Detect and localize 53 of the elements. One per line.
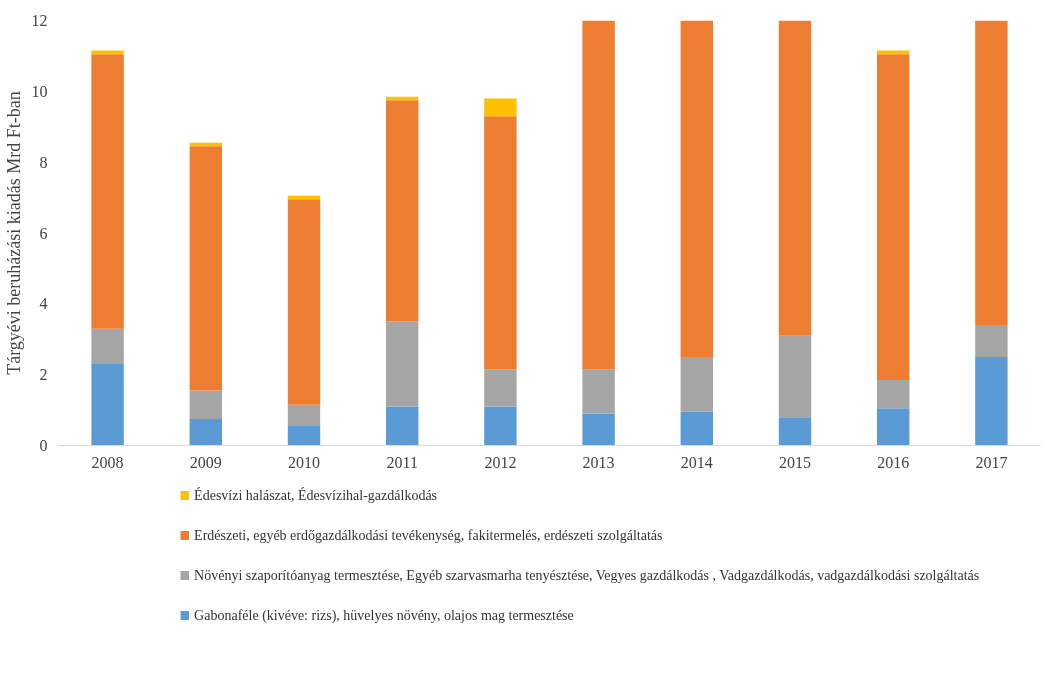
x-tick-label: 2011: [386, 453, 418, 471]
y-tick-label: 10: [31, 82, 48, 100]
y-tick-label: 0: [39, 437, 48, 454]
bar: [91, 364, 124, 446]
legend-label: Édesvízi halászat, Édesvízihal-gazdálkodás: [194, 487, 438, 503]
x-tick-label: 2008: [91, 453, 124, 471]
bar: [582, 369, 615, 414]
bar: [975, 325, 1008, 357]
legend-label: Erdészeti, egyéb erdőgazdálkodási tevékenység, fakitermelés, erdészeti szolgáltatás: [194, 528, 663, 543]
bar: [189, 418, 222, 446]
bar: [877, 379, 910, 409]
bar: [484, 406, 517, 446]
bar: [680, 356, 713, 412]
bar: [680, 20, 713, 357]
bar: [778, 335, 812, 418]
bar: [582, 413, 615, 446]
x-tick-label: 2012: [484, 453, 517, 471]
bar: [91, 328, 124, 365]
legend-label: Növényi szaporítóanyag termesztése, Egyéb szarvasmarha tenyésztése, Vegyes gazdálkodás , Vadgazdálkodás, vadgazdálkodási szolgáltatás: [194, 568, 980, 583]
y-tick-label: 2: [39, 366, 48, 384]
bar: [975, 356, 1008, 446]
bar: [877, 54, 910, 380]
bar: [91, 54, 124, 329]
x-tick-label: 2013: [582, 453, 615, 471]
y-tick-label: 4: [39, 295, 48, 313]
y-axis-title: Tárgyévi beruházási kiadás Mrd Ft-ban: [3, 91, 24, 375]
x-tick-label: 2016: [877, 453, 910, 471]
bar: [975, 20, 1008, 326]
bar: [287, 199, 321, 405]
x-tick-label: 2014: [680, 453, 713, 471]
y-tick-label: 6: [39, 224, 48, 242]
bar: [189, 390, 222, 419]
bar: [287, 404, 321, 427]
bar: [484, 116, 517, 370]
x-tick-label: 2010: [288, 453, 320, 471]
bar: [287, 426, 321, 446]
x-tick-label: 2017: [975, 453, 1008, 471]
y-tick-label: 8: [39, 153, 48, 171]
bar: [189, 146, 222, 391]
bar: [778, 20, 812, 336]
bar: [386, 406, 419, 446]
x-tick-label: 2009: [189, 453, 222, 471]
bar: [484, 369, 517, 407]
bar: [778, 417, 812, 446]
bar: [386, 321, 419, 407]
x-tick-label: 2015: [779, 453, 811, 471]
bar: [582, 20, 615, 370]
y-tick-label: 12: [31, 12, 48, 29]
bar: [877, 408, 910, 446]
bar: [680, 411, 713, 446]
bar: [484, 98, 517, 117]
legend-label: Gabonaféle (kivéve: rizs), hüvelyes növény, olajos mag termesztése: [194, 608, 574, 624]
bar: [386, 100, 419, 322]
